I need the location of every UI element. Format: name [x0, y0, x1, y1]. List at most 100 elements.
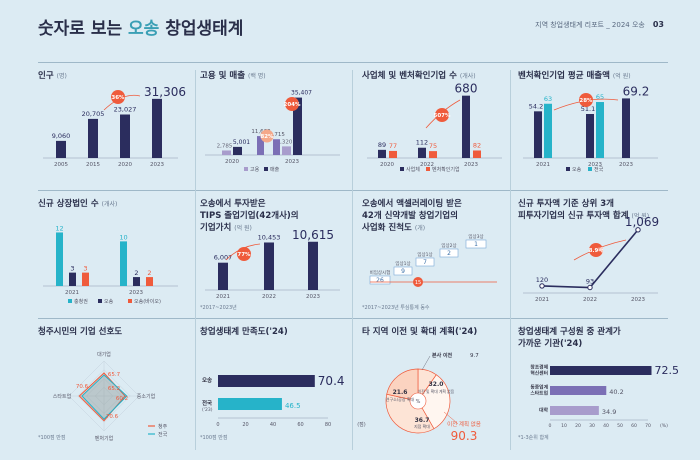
satisfaction-chart: 창업생태계 만족도('24) 70.4 오송 46.5 전국 ('23) 0 20 40 60 8… — [200, 326, 366, 451]
relation-tick-label: 60 — [631, 423, 637, 429]
legend-label: 오송 — [572, 166, 582, 173]
relation-tick-label: 50 — [617, 423, 623, 429]
relation-tick-label: 30 — [589, 423, 595, 429]
change-badge-label: 8.9배 — [589, 246, 604, 254]
radar-axis-label: 벤처기업 — [95, 435, 113, 442]
radar-value-label: 70.6 — [106, 414, 119, 420]
sales-value-label: 5,001 — [233, 139, 250, 146]
listing-value-label: 12 — [55, 224, 63, 232]
investment-point — [587, 284, 593, 291]
population-bar — [120, 114, 130, 158]
employment-sales-chart: 고용 및 매출 (백 명) 2,785 5,320 5,001 35,407 11,66… — [200, 70, 350, 180]
relation-tick-label: 40 — [603, 423, 609, 429]
relation-category-label: 동종업계 — [530, 384, 548, 391]
tips-value-label: 10,615 — [292, 228, 334, 242]
radar-value-label: 65.7 — [108, 372, 121, 378]
slice-name-label: 지점 확대 — [414, 423, 430, 429]
employment-category-label: 2020 — [225, 159, 239, 165]
business-bar — [418, 147, 426, 158]
radar-axis-label: 중소기업 — [137, 393, 155, 400]
business-value-label: 112 — [416, 139, 428, 147]
venture-bar — [429, 151, 437, 158]
legend-label: 사업체 — [406, 166, 420, 173]
stage-value: 9 — [401, 268, 405, 275]
legend-label: 오송 — [104, 298, 114, 305]
listing-bar — [120, 241, 127, 286]
venture-national-value-label: 63 — [544, 95, 552, 103]
venture-extra-bar — [622, 98, 630, 158]
change-badge — [435, 108, 449, 122]
listing-value-label: 2 — [134, 269, 138, 277]
title-suffix: 창업생태계 — [159, 19, 244, 39]
venture-osong-bar — [586, 113, 594, 158]
relation-tick-label: (%) — [660, 423, 668, 429]
radar-value-label: 70.6 — [76, 384, 89, 390]
chart-note: *2017~2023년 — [200, 305, 237, 311]
listing-value-label: 3 — [70, 265, 74, 273]
venture-osong-bar — [534, 111, 542, 158]
satisfaction-category-label: 전국 — [202, 399, 212, 407]
venture-osong-value-label: 51.1 — [581, 105, 595, 113]
legend-label: 벤처확인기업 — [432, 166, 460, 173]
satisfaction-category-label: 오송 — [202, 376, 212, 384]
change-badge-label: 204% — [284, 102, 301, 108]
venture-category-label: 2023 — [588, 162, 602, 168]
business-category-label: 2023 — [464, 162, 478, 168]
chart-title: 타 지역 이전 및 확대 계획('24) — [362, 327, 478, 337]
relocation-slice — [417, 374, 451, 430]
legend-label: 고용 — [250, 167, 260, 173]
legend-swatch — [426, 167, 430, 171]
business-bar — [378, 149, 386, 158]
radar-value-label: 65.2 — [108, 386, 120, 392]
stage-value: 1 — [474, 241, 478, 248]
population-value-label: 9,060 — [52, 132, 71, 140]
page-title: 숫자로 보는 오송 창업생태계 — [38, 14, 243, 39]
legend-label: 전국 — [158, 431, 168, 438]
relation-bar — [550, 386, 607, 395]
stage-box — [415, 257, 435, 267]
change-badge-label: 28% — [579, 98, 593, 104]
change-badge — [579, 93, 593, 107]
investment-value-label: 1,069 — [625, 215, 659, 229]
stage-value: 26 — [376, 277, 384, 284]
investment-category-label: 2021 — [535, 297, 549, 303]
chart-title: 사업체 및 벤처확인기업 수 (개사) — [362, 71, 476, 81]
relation-category-label: 혁신센터 — [530, 370, 548, 377]
chart-note: *100점 만점 — [200, 435, 228, 441]
report-name: 지역 창업생태계 리포트 _ 2024 오송 — [535, 21, 645, 29]
tips-bar — [264, 242, 274, 290]
legend-label: 청주 — [158, 424, 168, 430]
tips-category-label: 2022 — [262, 294, 276, 300]
slice-name-label: 이전 및 확대 계획 없음 — [418, 389, 455, 394]
relation-value-label: 40.2 — [609, 388, 623, 396]
change-badge-label: 82% — [260, 134, 274, 140]
tips-value-chart: 오송에서 투자받은 TIPS 졸업기업(42개사)의 기업가치 (억 원) 6,00… — [200, 198, 350, 313]
change-badge — [111, 90, 125, 104]
chart-note: *1-3순위 합계 — [518, 435, 549, 441]
chart-title: 신규 상장법인 수 (개사) — [38, 199, 118, 209]
grid-divider — [38, 190, 668, 191]
population-category-label: 2023 — [150, 162, 164, 168]
venture-sales-chart: 벤처확인기업 평균 매출액 (억 원) 54.2 63 2021 51.1 65 2023… — [518, 70, 668, 180]
venture-extra-value-label: 69.2 — [623, 84, 650, 98]
satisfaction-tick-label: 0 — [216, 422, 219, 428]
investment-point — [539, 283, 545, 289]
venture-bar — [389, 150, 397, 158]
venture-category-label: 2023 — [619, 162, 633, 168]
chart-title: 청주시민의 기업 선호도 — [38, 327, 123, 337]
listing-value-label: 2 — [147, 269, 151, 277]
investment-value-label: 93 — [586, 278, 594, 286]
tips-value-label: 6,007 — [214, 254, 233, 262]
tips-category-label: 2023 — [306, 294, 320, 300]
investment-point — [635, 227, 641, 233]
slice-name-label: 본사 이전 — [432, 352, 453, 359]
population-chart: 인구 (명) 9,060 2005 20,705 2015 23,027 2020 31,3… — [38, 70, 188, 180]
business-category-label: 2022 — [420, 162, 434, 168]
title-accent: 오송 — [128, 19, 160, 39]
relation-value-label: 34.9 — [602, 408, 616, 416]
population-bar — [88, 118, 98, 158]
legend-swatch — [264, 167, 268, 171]
slice-name-label: 연구소/공장 확대 — [386, 396, 415, 402]
stage-highlight-value: 15 — [415, 280, 421, 286]
stage-label: 임상1상 — [417, 251, 432, 258]
